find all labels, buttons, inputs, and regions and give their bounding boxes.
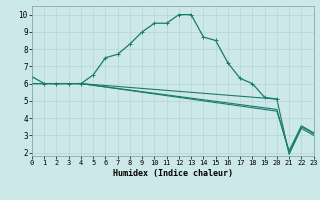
X-axis label: Humidex (Indice chaleur): Humidex (Indice chaleur) xyxy=(113,169,233,178)
